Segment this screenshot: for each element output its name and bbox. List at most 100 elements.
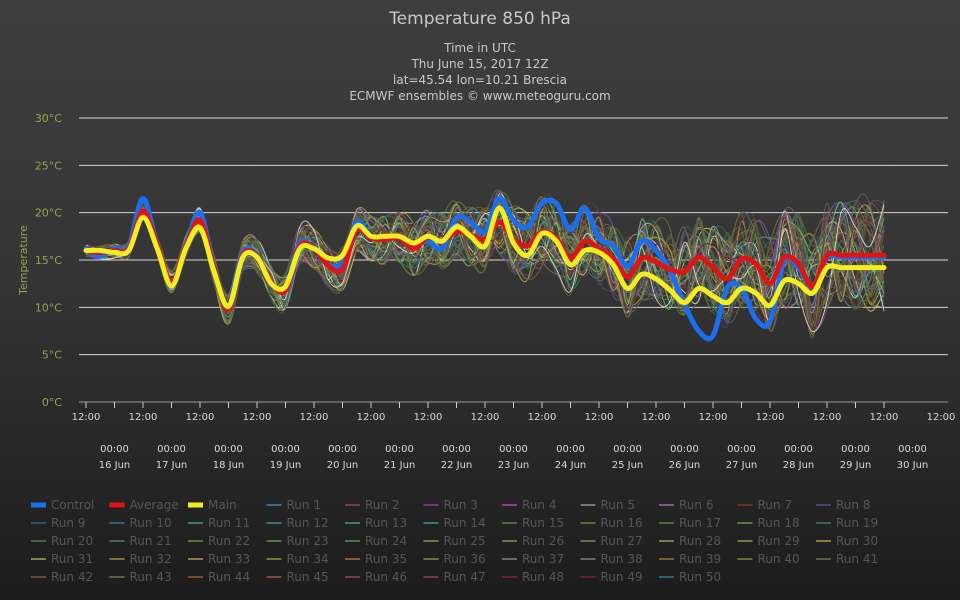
legend-item[interactable]: Run 30 xyxy=(816,534,878,548)
legend-item[interactable]: Run 32 xyxy=(109,552,172,566)
legend-item[interactable]: Run 16 xyxy=(580,516,643,530)
x-tick-label: 12:00 xyxy=(642,412,671,423)
day-date-label: 18 Jun xyxy=(213,460,245,471)
legend-item[interactable]: Run 28 xyxy=(659,534,721,548)
legend-label: Run 4 xyxy=(522,498,556,512)
legend-item[interactable]: Run 17 xyxy=(659,516,721,530)
legend-label: Run 20 xyxy=(51,534,93,548)
day-date-label: 22 Jun xyxy=(441,460,473,471)
day-time-label: 00:00 xyxy=(898,444,927,455)
x-tick-label: 12:00 xyxy=(927,412,956,423)
legend-label: Run 23 xyxy=(287,534,329,548)
legend-label: Run 6 xyxy=(679,498,713,512)
legend-item[interactable]: Run 31 xyxy=(31,552,93,566)
day-time-label: 00:00 xyxy=(556,444,585,455)
x-tick-label: 12:00 xyxy=(813,412,842,423)
x-tick-label: 12:00 xyxy=(528,412,557,423)
legend-item[interactable]: Run 48 xyxy=(502,570,564,584)
x-tick-label: 12:00 xyxy=(72,412,101,423)
legend-item[interactable]: Run 14 xyxy=(423,516,486,530)
legend-label: Run 35 xyxy=(365,552,407,566)
day-time-label: 00:00 xyxy=(271,444,300,455)
day-date-label: 28 Jun xyxy=(783,460,815,471)
legend-item[interactable]: Run 13 xyxy=(345,516,407,530)
legend-item[interactable]: Run 34 xyxy=(266,552,329,566)
legend-item[interactable]: Run 11 xyxy=(188,516,250,530)
legend-label: Run 45 xyxy=(287,570,329,584)
legend-label: Run 26 xyxy=(522,534,564,548)
legend-label: Run 39 xyxy=(679,552,721,566)
y-tick-label: 15°C xyxy=(35,254,62,267)
legend-label: Run 7 xyxy=(758,498,792,512)
legend-label: Run 12 xyxy=(287,516,329,530)
legend-item[interactable]: Run 22 xyxy=(188,534,250,548)
legend-item[interactable]: Run 25 xyxy=(423,534,486,548)
legend-item[interactable]: Run 44 xyxy=(188,570,250,584)
legend-item[interactable]: Run 35 xyxy=(345,552,407,566)
legend-item[interactable]: Run 3 xyxy=(423,498,478,512)
legend-label: Run 11 xyxy=(208,516,250,530)
legend-item[interactable]: Run 18 xyxy=(737,516,800,530)
legend-label: Run 22 xyxy=(208,534,250,548)
legend-item[interactable]: Run 39 xyxy=(659,552,721,566)
day-time-label: 00:00 xyxy=(385,444,414,455)
legend-item[interactable]: Run 20 xyxy=(31,534,93,548)
legend-item[interactable]: Run 2 xyxy=(345,498,399,512)
legend-item[interactable]: Run 37 xyxy=(502,552,564,566)
legend-item[interactable]: Run 26 xyxy=(502,534,564,548)
legend-item[interactable]: Run 21 xyxy=(109,534,172,548)
legend-label: Run 34 xyxy=(287,552,329,566)
legend-label: Run 36 xyxy=(444,552,486,566)
legend-label: Run 31 xyxy=(51,552,93,566)
legend-item[interactable]: Control xyxy=(31,498,94,512)
legend-item[interactable]: Run 10 xyxy=(109,516,172,530)
legend-item[interactable]: Run 24 xyxy=(345,534,407,548)
x-tick-label: 12:00 xyxy=(186,412,215,423)
legend-label: Main xyxy=(208,498,237,512)
legend-label: Run 37 xyxy=(522,552,564,566)
legend-label: Run 17 xyxy=(679,516,721,530)
legend-item[interactable]: Run 47 xyxy=(423,570,486,584)
legend-item[interactable]: Run 1 xyxy=(266,498,321,512)
legend-item[interactable]: Run 8 xyxy=(816,498,870,512)
y-tick-label: 25°C xyxy=(35,159,62,172)
legend-item[interactable]: Run 42 xyxy=(31,570,93,584)
legend-item[interactable]: Run 38 xyxy=(580,552,643,566)
legend-item[interactable]: Run 45 xyxy=(266,570,329,584)
x-tick-label: 12:00 xyxy=(414,412,443,423)
x-tick-label: 12:00 xyxy=(699,412,728,423)
chart-title: Temperature 850 hPa xyxy=(388,9,571,29)
legend-item[interactable]: Run 12 xyxy=(266,516,329,530)
legend-item[interactable]: Run 43 xyxy=(109,570,172,584)
y-tick-label: 20°C xyxy=(35,207,62,220)
legend-item[interactable]: Main xyxy=(188,498,237,512)
legend-item[interactable]: Run 5 xyxy=(580,498,635,512)
legend-item[interactable]: Run 15 xyxy=(502,516,564,530)
legend-item[interactable]: Run 41 xyxy=(816,552,878,566)
legend-item[interactable]: Run 23 xyxy=(266,534,329,548)
legend-item[interactable]: Average xyxy=(109,498,179,512)
legend-item[interactable]: Run 49 xyxy=(580,570,643,584)
legend-label: Run 43 xyxy=(130,570,172,584)
legend-item[interactable]: Run 6 xyxy=(659,498,713,512)
legend-item[interactable]: Run 9 xyxy=(31,516,85,530)
day-date-label: 29 Jun xyxy=(840,460,872,471)
day-time-label: 00:00 xyxy=(214,444,243,455)
legend-item[interactable]: Run 27 xyxy=(580,534,643,548)
legend-label: Run 50 xyxy=(679,570,721,584)
legend-item[interactable]: Run 7 xyxy=(737,498,792,512)
day-date-label: 24 Jun xyxy=(555,460,587,471)
legend-item[interactable]: Run 40 xyxy=(737,552,800,566)
legend-item[interactable]: Run 50 xyxy=(659,570,721,584)
chart-subtitle-4: ECMWF ensembles © www.meteoguru.com xyxy=(349,89,610,103)
legend-label: Run 32 xyxy=(130,552,172,566)
legend-item[interactable]: Run 33 xyxy=(188,552,250,566)
legend-item[interactable]: Run 4 xyxy=(502,498,556,512)
legend-item[interactable]: Run 46 xyxy=(345,570,407,584)
legend-item[interactable]: Run 36 xyxy=(423,552,486,566)
legend-label: Run 33 xyxy=(208,552,250,566)
legend-item[interactable]: Run 29 xyxy=(737,534,800,548)
main-series xyxy=(83,196,887,342)
day-date-label: 25 Jun xyxy=(612,460,644,471)
legend-item[interactable]: Run 19 xyxy=(816,516,878,530)
